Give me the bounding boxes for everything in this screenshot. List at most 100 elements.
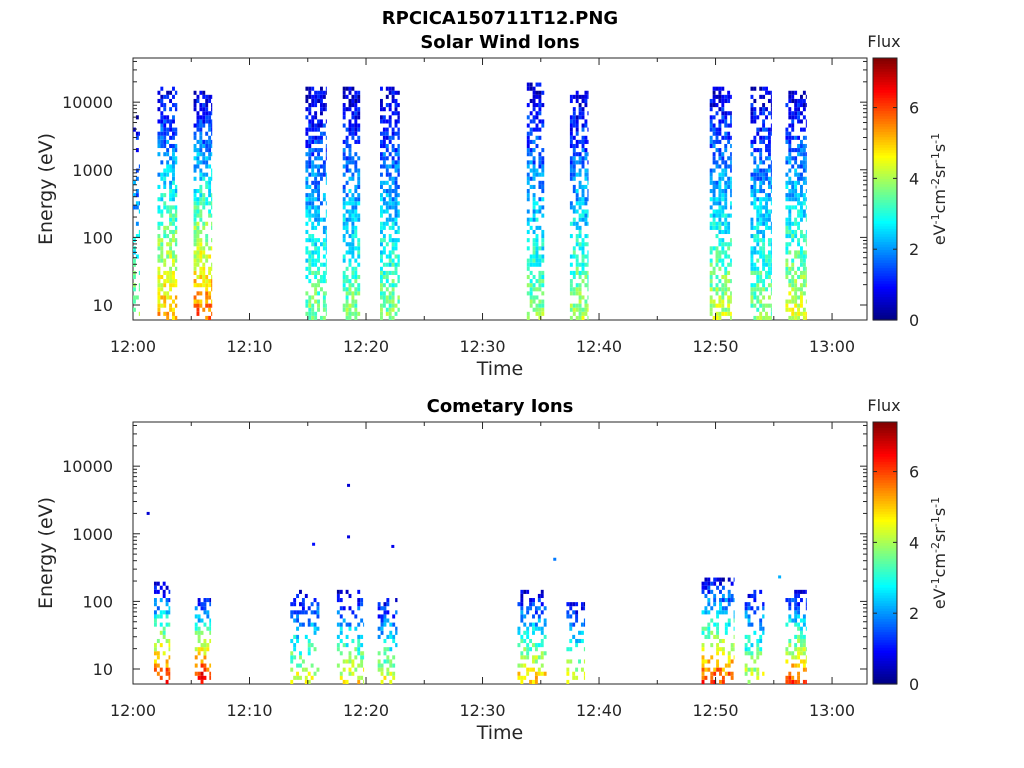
heatmap-cell bbox=[211, 103, 213, 108]
heatmap-cell bbox=[540, 651, 544, 656]
heatmap-cell bbox=[802, 98, 806, 104]
heatmap-cell bbox=[724, 168, 728, 173]
heatmap-cell bbox=[709, 283, 713, 288]
heatmap-cell bbox=[575, 197, 579, 202]
heatmap-cell bbox=[538, 197, 542, 202]
heatmap-cell bbox=[351, 270, 355, 275]
heatmap-cell bbox=[199, 274, 203, 280]
heatmap-cell bbox=[307, 679, 311, 684]
heatmap-cell bbox=[193, 205, 197, 210]
heatmap-cell bbox=[797, 266, 801, 271]
heatmap-cell bbox=[348, 131, 352, 136]
heatmap-cell bbox=[765, 270, 768, 275]
heatmap-cell bbox=[320, 135, 323, 140]
heatmap-cell bbox=[348, 123, 352, 128]
heatmap-cell bbox=[788, 160, 792, 165]
heatmap-cell bbox=[532, 115, 536, 120]
heatmap-cell bbox=[753, 119, 757, 124]
heatmap-cell bbox=[520, 614, 524, 619]
heatmap-cell bbox=[759, 626, 763, 631]
heatmap-cell bbox=[351, 283, 355, 288]
heatmap-cell bbox=[794, 184, 798, 189]
heatmap-cell bbox=[794, 643, 798, 648]
heatmap-cell bbox=[718, 139, 722, 144]
heatmap-cell bbox=[193, 250, 197, 255]
heatmap-cell bbox=[765, 127, 768, 132]
heatmap-cell bbox=[797, 148, 801, 153]
heatmap-cell bbox=[308, 197, 312, 202]
heatmap-cell bbox=[345, 127, 349, 132]
colorbar-segment bbox=[873, 429, 897, 434]
heatmap-cell bbox=[727, 602, 731, 607]
heatmap-cell bbox=[203, 638, 207, 644]
heatmap-cell bbox=[569, 135, 573, 140]
heatmap-cell bbox=[202, 197, 206, 202]
heatmap-cell bbox=[770, 209, 772, 214]
heatmap-cell bbox=[157, 279, 161, 284]
heatmap-cell bbox=[317, 164, 320, 169]
heatmap-cell bbox=[756, 606, 760, 611]
heatmap-cell bbox=[802, 614, 806, 619]
heatmap-cell bbox=[357, 156, 361, 161]
heatmap-cell bbox=[791, 279, 795, 284]
heatmap-cell bbox=[765, 225, 768, 230]
heatmap-cell bbox=[580, 622, 584, 627]
heatmap-cell bbox=[391, 258, 395, 263]
heatmap-cell bbox=[713, 602, 717, 607]
heatmap-cell bbox=[727, 598, 731, 603]
heatmap-cell bbox=[311, 98, 315, 104]
heatmap-cell bbox=[788, 205, 792, 210]
heatmap-cell bbox=[308, 135, 312, 140]
heatmap-cell bbox=[157, 258, 161, 263]
heatmap-cell bbox=[791, 189, 795, 194]
colorbar-segment bbox=[873, 649, 897, 654]
heatmap-cell bbox=[311, 160, 315, 165]
heatmap-cell bbox=[342, 172, 346, 177]
heatmap-cell bbox=[750, 283, 754, 288]
heatmap-cell bbox=[290, 651, 294, 656]
heatmap-cell bbox=[587, 213, 589, 218]
heatmap-cell bbox=[314, 205, 318, 210]
heatmap-cell bbox=[800, 176, 803, 181]
heatmap-cell bbox=[800, 209, 803, 214]
heatmap-cell bbox=[765, 115, 768, 120]
heatmap-cell bbox=[388, 225, 392, 230]
colorbar-segment bbox=[873, 518, 897, 523]
heatmap-cell bbox=[305, 197, 309, 202]
heatmap-cell bbox=[342, 184, 346, 189]
heatmap-cell bbox=[753, 667, 757, 672]
heatmap-cell bbox=[730, 598, 734, 603]
heatmap-cell bbox=[394, 98, 398, 104]
heatmap-cell bbox=[320, 156, 323, 161]
heatmap-cell bbox=[578, 115, 582, 120]
heatmap-cell bbox=[712, 201, 716, 206]
heatmap-cell bbox=[707, 659, 711, 664]
heatmap-cell bbox=[383, 606, 387, 611]
heatmap-cell bbox=[767, 283, 771, 288]
heatmap-cell bbox=[199, 258, 203, 263]
heatmap-cell bbox=[391, 90, 395, 95]
heatmap-cell bbox=[538, 90, 542, 95]
heatmap-cell bbox=[310, 675, 314, 680]
heatmap-cell bbox=[160, 238, 164, 243]
heatmap-cell bbox=[339, 638, 343, 644]
heatmap-cell bbox=[750, 221, 754, 226]
heatmap-cell bbox=[538, 254, 542, 259]
heatmap-cell bbox=[199, 172, 203, 177]
heatmap-cell bbox=[388, 258, 392, 263]
heatmap-cell bbox=[802, 622, 806, 627]
heatmap-cell bbox=[535, 135, 539, 140]
colorbar-segment bbox=[873, 492, 897, 496]
heatmap-cell bbox=[712, 152, 716, 157]
heatmap-cell bbox=[354, 217, 358, 222]
heatmap-cell bbox=[712, 270, 716, 275]
heatmap-cell bbox=[805, 250, 807, 255]
heatmap-cell bbox=[196, 119, 200, 124]
heatmap-cell bbox=[724, 184, 728, 189]
heatmap-cell bbox=[587, 274, 589, 280]
heatmap-cell bbox=[314, 189, 318, 194]
heatmap-cell bbox=[520, 655, 524, 660]
heatmap-cell bbox=[575, 172, 579, 177]
heatmap-cell bbox=[206, 647, 210, 652]
heatmap-cell bbox=[788, 638, 792, 644]
